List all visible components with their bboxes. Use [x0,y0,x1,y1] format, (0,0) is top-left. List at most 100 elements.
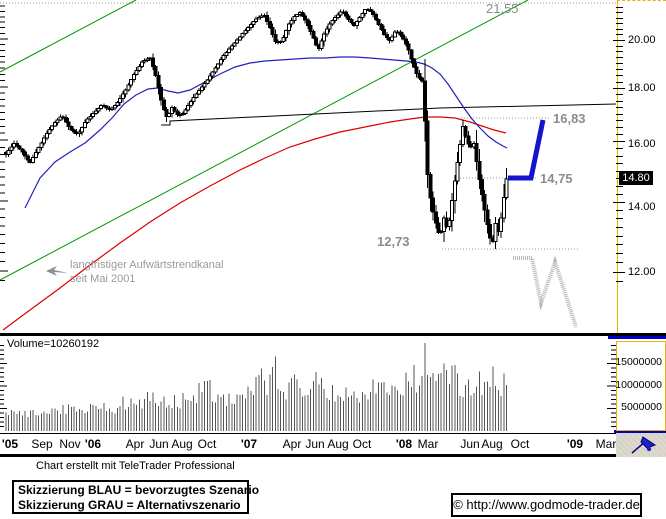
candle-body [110,107,115,111]
price-tick [616,45,623,47]
candle-body [115,102,120,106]
candle-body [363,9,368,14]
price-axis-label: 18.00 [628,82,656,94]
date-label: Mar [417,437,439,451]
candle-body [210,71,215,77]
candle-body [191,96,196,102]
date-label: Nov [59,437,81,451]
candle-body [357,16,362,22]
candle-body [175,110,180,116]
candle-body [150,57,155,68]
candle-body [455,161,460,182]
candle-body [218,59,223,65]
price-tick [616,210,623,212]
candle-body [183,109,188,114]
candle-body [229,45,234,50]
price-tick [616,193,623,195]
price-tick [616,28,623,30]
candle-body [156,74,161,88]
candle-body [303,15,308,21]
candle-body [161,99,166,110]
price-axis-label: 14.00 [628,201,656,213]
candle-body [120,93,125,100]
candle-body [88,115,93,120]
candle-body [308,24,313,32]
price-chart-pane[interactable]: langfristiger Aufwärtstrendkanal seit Ma… [0,0,617,333]
candle-body [305,19,310,26]
candle-body [474,142,479,163]
candle-body [256,16,261,20]
candle-body [501,196,506,219]
candle-body [360,12,365,18]
price-tick [616,75,623,77]
candle-body [167,112,172,118]
candle-body [254,18,259,23]
candle-body [431,197,436,213]
candle-body [286,23,291,31]
price-tick [616,226,623,228]
volume-pane[interactable] [0,337,617,433]
candle-body [379,23,384,31]
candle-body [504,178,509,198]
price-tick [616,218,623,220]
candle-body [278,41,283,44]
price-tick [616,51,623,53]
chart-corner-button[interactable] [616,433,666,457]
candle-body [112,104,117,109]
level-label: 21.55 [486,1,519,16]
candle-body [123,89,128,95]
candle-body [289,19,294,25]
candle-body [85,118,90,124]
candle-body [72,129,76,133]
price-axis-label: 16.00 [628,138,656,150]
candle-body [118,98,123,104]
candle-body [322,33,327,42]
candle-body [390,36,395,42]
scenario-alternative-gray [513,255,578,328]
candle-body [270,26,275,35]
candle-body [480,178,484,195]
last-price-badge: 14.80 [619,171,653,185]
candle-body [25,155,30,161]
candle-body [126,84,131,91]
candle-body [36,147,41,154]
trend-annotation-line2: seit Mai 2001 [70,273,136,285]
candle-body [17,145,22,150]
candle-body [23,151,28,157]
candle-body [47,129,52,134]
candle-body [77,131,82,135]
credit-text: Chart erstellt mit TeleTrader Profession… [36,460,235,472]
date-label: Mar [595,437,617,451]
date-axis[interactable]: '05 Sep Nov '06 Apr Jun Aug Oct '07 Apr Jun Aug Oct '… [0,433,616,457]
volume-axis-label: 15000000 [615,356,662,368]
candle-body [267,20,272,28]
price-axis[interactable]: 14.80 20.00 18.00 16.00 14.00 12.00 [613,0,666,333]
candle-body [91,113,96,117]
volume-axis[interactable]: 15000000 10000000 5000000 [615,341,666,431]
candle-body [295,14,300,18]
price-tick [616,262,623,264]
candle-body [80,126,85,133]
candle-body [349,19,354,24]
date-label: Oct [352,437,372,451]
date-label: '07 [240,437,258,451]
candle-body [382,29,387,36]
candle-body [93,110,98,115]
price-tick [616,163,623,165]
price-tick [616,120,623,122]
copyright-text: © http://www.godmode-trader.de [453,497,640,512]
candle-body [466,135,471,145]
candle-body [172,107,177,112]
candle-body [403,38,408,45]
candle-body [417,73,422,79]
candle-body [420,77,425,82]
date-label: Jun [149,437,169,451]
date-label: '09 [566,437,584,451]
candle-body [134,69,139,76]
candle-body [324,28,329,35]
candle-body [140,61,144,67]
price-tick [613,271,625,273]
candle-body [450,199,455,222]
candle-body [69,126,74,131]
candle-body [311,30,316,39]
